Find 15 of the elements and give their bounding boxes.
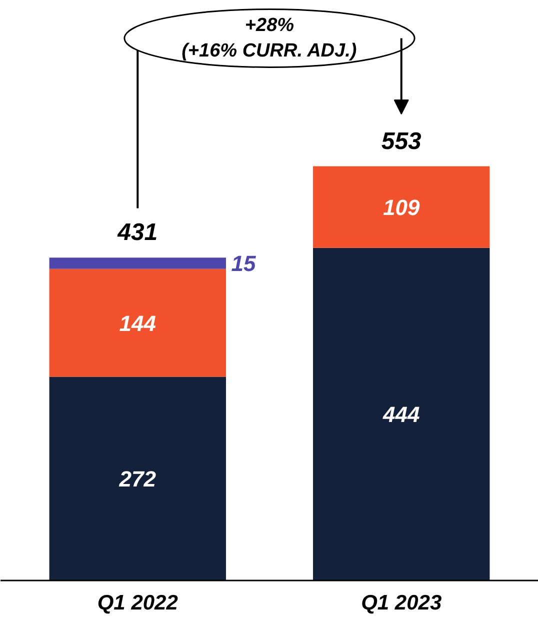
x-tick-label: Q1 2022: [97, 592, 178, 614]
bar: [49, 376, 226, 580]
data-label: 272: [118, 466, 157, 492]
data-label: 444: [382, 402, 420, 428]
total-label: 431: [116, 219, 158, 246]
text: +28% (+16% CURR. ADJ.): [182, 15, 357, 62]
x-tick-label: Q1 2023: [361, 592, 442, 614]
total-label: 553: [381, 128, 422, 155]
bar: [313, 248, 490, 580]
bar: [49, 268, 226, 377]
data-label: 15: [231, 251, 256, 276]
bar: [49, 258, 226, 269]
data-label: 144: [119, 310, 156, 336]
bar: [313, 166, 490, 248]
data-label: 109: [383, 195, 420, 220]
